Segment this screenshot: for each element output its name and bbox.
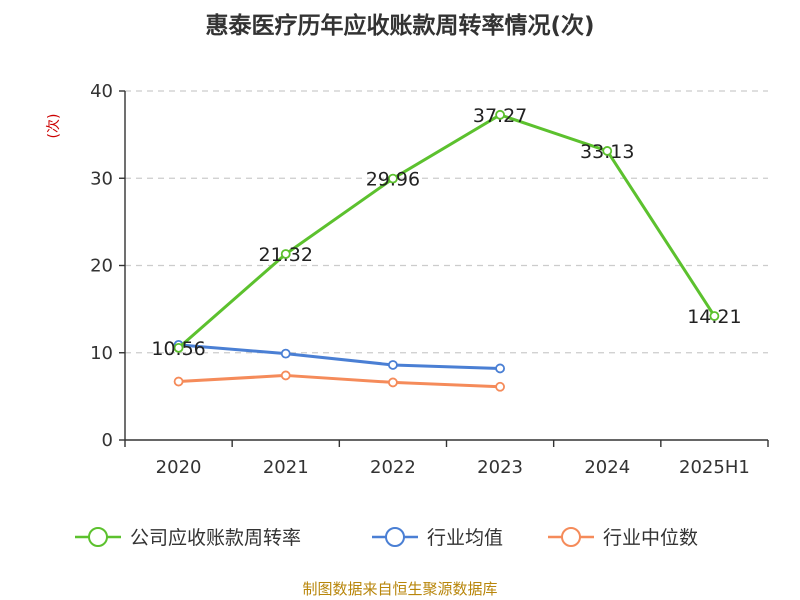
data-point[interactable] — [495, 363, 505, 374]
series-line — [178, 373, 501, 389]
data-point[interactable] — [709, 311, 720, 321]
series-group — [173, 109, 720, 392]
legend-marker-icon — [561, 527, 581, 547]
x-tick-label: 2022 — [370, 457, 416, 478]
data-point[interactable] — [173, 376, 184, 387]
data-point[interactable] — [602, 146, 613, 156]
axes: 0 10 20 30 40 2020 2021 2022 2023 2024 2025H1 — [90, 81, 769, 478]
y-tick-label: 10 — [90, 343, 113, 364]
x-tick-label: 2025H1 — [679, 457, 750, 478]
data-point[interactable] — [173, 342, 184, 353]
data-label: 21.32 — [259, 244, 313, 266]
data-point[interactable] — [495, 381, 505, 392]
data-label: 37.27 — [473, 105, 527, 127]
x-tick-label: 2020 — [156, 457, 202, 478]
x-tick-label: 2024 — [584, 457, 630, 478]
data-point[interactable] — [280, 348, 291, 359]
x-tick-label: 2023 — [477, 457, 523, 478]
y-axis-label: (次) — [46, 114, 62, 139]
data-point[interactable] — [495, 109, 505, 120]
legend-item[interactable]: 行业中位数 — [548, 527, 698, 549]
legend: 公司应收账款周转率 行业均值 行业中位数 — [75, 527, 698, 549]
data-label: 29.96 — [366, 169, 420, 191]
y-tick-label: 0 — [102, 430, 113, 451]
legend-marker-icon — [88, 527, 108, 547]
legend-label: 行业中位数 — [603, 527, 698, 549]
legend-item[interactable]: 行业均值 — [372, 527, 503, 549]
chart-title: 惠泰医疗历年应收账款周转率情况(次) — [205, 12, 594, 39]
data-label: 33.13 — [580, 141, 634, 163]
data-point[interactable] — [280, 249, 291, 259]
source-note: 制图数据来自恒生聚源数据库 — [302, 580, 497, 598]
data-point[interactable] — [388, 173, 398, 184]
legend-item[interactable]: 公司应收账款周转率 — [75, 527, 301, 549]
legend-marker-icon — [385, 527, 405, 547]
y-tick-label: 20 — [90, 256, 113, 277]
data-label: 14.21 — [687, 306, 741, 328]
series-line — [177, 113, 716, 349]
data-point[interactable] — [388, 360, 398, 370]
data-point[interactable] — [388, 377, 398, 388]
grid-lines — [125, 90, 768, 354]
data-labels: 10.56 21.32 29.96 37.27 33.13 14.21 — [151, 105, 741, 360]
x-tick-label: 2021 — [263, 457, 309, 478]
series-line — [178, 343, 501, 370]
data-label: 10.56 — [151, 338, 205, 360]
y-tick-label: 40 — [90, 81, 113, 102]
data-point[interactable] — [280, 370, 291, 381]
y-tick-label: 30 — [90, 168, 113, 189]
legend-label: 行业均值 — [427, 527, 503, 549]
legend-label: 公司应收账款周转率 — [130, 527, 301, 549]
